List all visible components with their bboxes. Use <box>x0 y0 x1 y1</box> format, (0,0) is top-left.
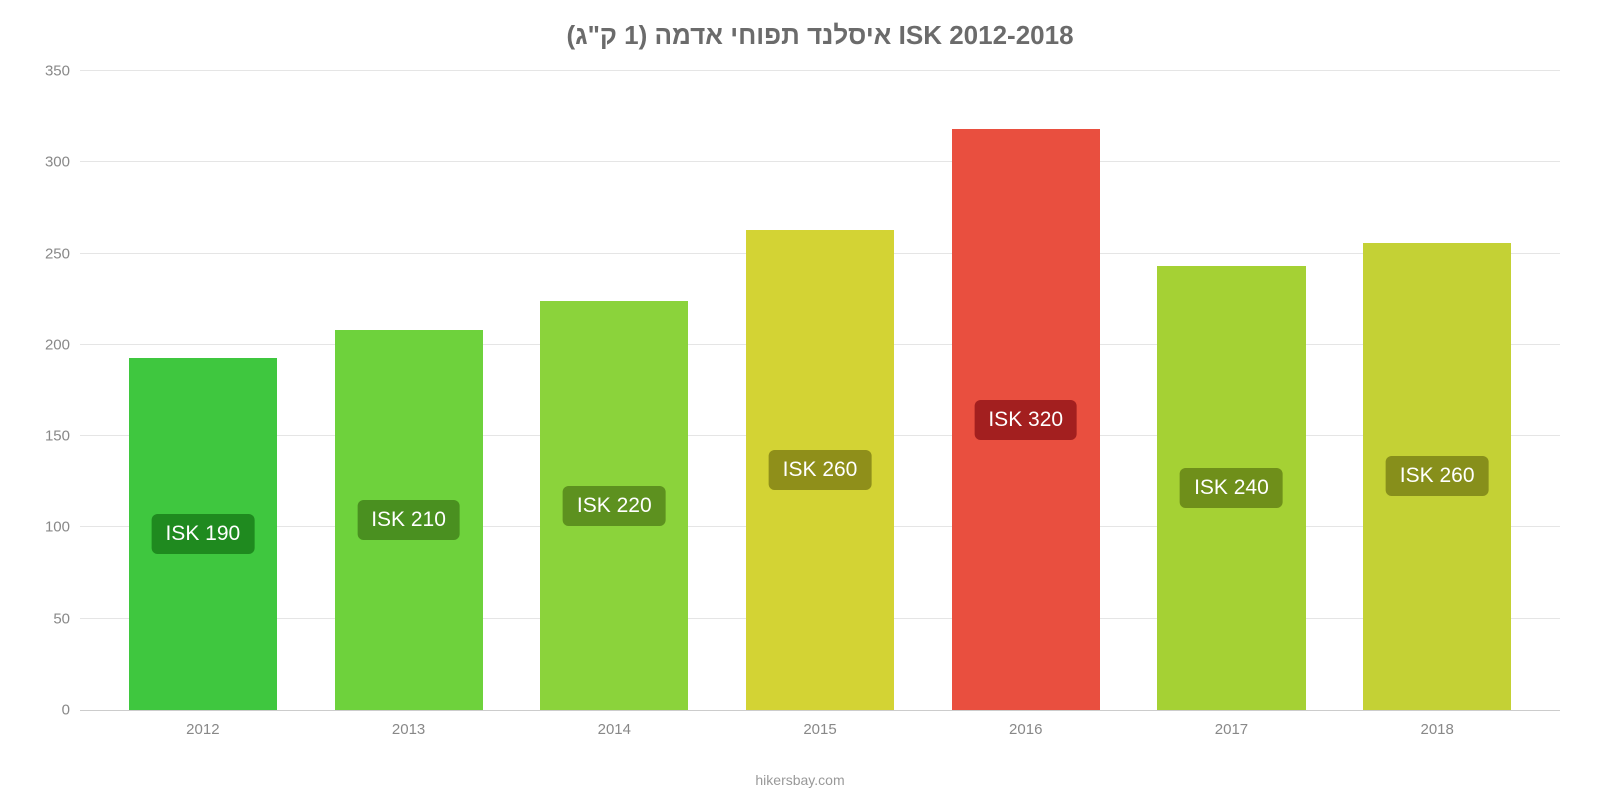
chart-container: איסלנד תפוחי אדמה (1 ק"ג) ISK 2012-2018 … <box>0 0 1600 800</box>
bar-value-label: ISK 240 <box>1180 468 1283 508</box>
y-tick-label: 350 <box>25 63 70 80</box>
chart-title: איסלנד תפוחי אדמה (1 ק"ג) ISK 2012-2018 <box>80 20 1560 51</box>
attribution-text: hikersbay.com <box>755 772 844 788</box>
bar-value-label: ISK 260 <box>769 450 872 490</box>
x-tick-label: 2014 <box>511 721 717 738</box>
plot-area: 050100150200250300350 ISK 190ISK 210ISK … <box>80 71 1560 711</box>
y-tick-label: 300 <box>25 154 70 171</box>
bar: ISK 260 <box>746 230 894 710</box>
x-tick-label: 2015 <box>717 721 923 738</box>
bar-group: ISK 220 <box>511 71 717 710</box>
y-tick-label: 100 <box>25 519 70 536</box>
y-tick-label: 200 <box>25 336 70 353</box>
x-tick-label: 2018 <box>1334 721 1540 738</box>
bar-value-label: ISK 210 <box>357 500 460 540</box>
bar-value-label: ISK 320 <box>974 400 1077 440</box>
bar-group: ISK 260 <box>717 71 923 710</box>
y-tick-label: 250 <box>25 245 70 262</box>
bar: ISK 220 <box>540 301 688 710</box>
bar: ISK 210 <box>335 330 483 710</box>
bar-group: ISK 210 <box>306 71 512 710</box>
x-tick-label: 2017 <box>1129 721 1335 738</box>
bar-value-label: ISK 260 <box>1386 456 1489 496</box>
x-axis-labels: 2012201320142015201620172018 <box>80 711 1560 738</box>
x-tick-label: 2012 <box>100 721 306 738</box>
y-tick-label: 150 <box>25 428 70 445</box>
bars-container: ISK 190 ISK 210 ISK 220 ISK 260 ISK 320 ISK 2… <box>80 71 1560 710</box>
bar-group: ISK 260 <box>1334 71 1540 710</box>
bar-group: ISK 320 <box>923 71 1129 710</box>
bar: ISK 240 <box>1157 266 1305 710</box>
y-tick-label: 50 <box>25 610 70 627</box>
bar-value-label: ISK 220 <box>563 486 666 526</box>
y-tick-label: 0 <box>25 702 70 719</box>
bar-group: ISK 190 <box>100 71 306 710</box>
bar: ISK 260 <box>1363 243 1511 710</box>
bar: ISK 190 <box>129 358 277 710</box>
y-axis: 050100150200250300350 <box>30 71 75 710</box>
bar-value-label: ISK 190 <box>151 514 254 554</box>
x-tick-label: 2016 <box>923 721 1129 738</box>
bar-group: ISK 240 <box>1129 71 1335 710</box>
bar: ISK 320 <box>952 129 1100 710</box>
x-tick-label: 2013 <box>306 721 512 738</box>
